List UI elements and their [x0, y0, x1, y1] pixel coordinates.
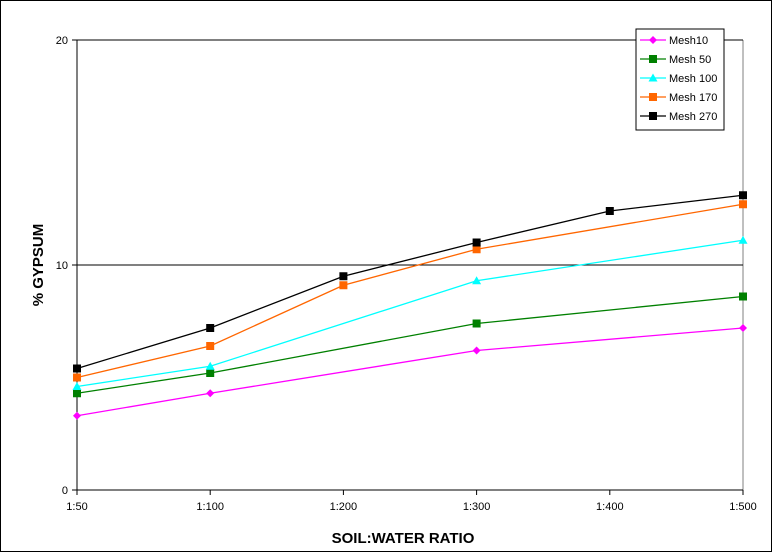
series-1-point-3: [472, 319, 481, 328]
legend-item-2: Mesh 100: [640, 73, 717, 85]
series-line-0: [76, 327, 744, 417]
y-tick-label-0: 0: [62, 485, 68, 497]
y-axis-title: % GYPSUM: [30, 224, 47, 307]
series-line-1: [76, 295, 744, 394]
series-2-point-5: [738, 235, 748, 244]
series-line-4: [76, 194, 744, 370]
legend-label-3: Mesh 170: [669, 92, 717, 104]
legend-swatch-marker-0: [649, 36, 657, 44]
series-3-point-1: [206, 342, 215, 350]
x-tick-label-2: 1:200: [330, 501, 358, 513]
legend-swatch-marker-2: [648, 73, 658, 82]
legend-item-0: Mesh10: [640, 35, 708, 47]
series-4-point-1: [206, 324, 215, 332]
series-3-point-0: [73, 373, 81, 382]
legend-label-4: Mesh 270: [669, 111, 717, 123]
grid-layer: [77, 39, 743, 266]
legend-swatch-marker-3: [649, 93, 657, 101]
x-tick-label-5: 1:500: [729, 501, 757, 513]
series-1-point-5: [739, 292, 747, 301]
series-4-point-2: [339, 272, 348, 281]
series-4-point-0: [73, 364, 81, 373]
legend-swatch-marker-4: [649, 112, 657, 120]
x-tick-label-4: 1:400: [596, 501, 624, 513]
x-tick-label-0: 1:50: [66, 501, 87, 513]
y-tick-label-2: 20: [56, 35, 68, 47]
legend: Mesh10 Mesh 50 Mesh 100 Mesh 170 Mesh 270: [635, 28, 725, 131]
legend-item-4: Mesh 270: [640, 111, 717, 123]
series-4-point-5: [739, 191, 747, 200]
legend-label-1: Mesh 50: [669, 54, 711, 66]
series-2-point-3: [472, 276, 482, 285]
series-0-point-0: [73, 411, 81, 420]
x-tick-label-3: 1:300: [463, 501, 491, 513]
legend-item-3: Mesh 170: [640, 92, 717, 104]
x-axis-title: SOIL:WATER RATIO: [332, 530, 475, 547]
legend-swatch-marker-1: [649, 55, 657, 63]
series-1-point-0: [73, 389, 81, 398]
series-3-point-3: [472, 245, 481, 254]
series-2-point-0: [72, 382, 82, 390]
series-3: [73, 200, 747, 382]
series-2: [72, 235, 748, 390]
series-3-point-5: [739, 200, 747, 209]
legend-label-2: Mesh 100: [669, 73, 717, 85]
series-line-3: [76, 203, 744, 379]
series-4-point-3: [472, 238, 481, 247]
series-0-point-5: [739, 324, 747, 332]
y-tick-label-1: 10: [56, 260, 68, 272]
series-0-point-3: [472, 346, 481, 355]
x-tick-label-1: 1:100: [196, 501, 224, 513]
legend-item-1: Mesh 50: [640, 54, 711, 66]
series-line-2: [76, 239, 744, 388]
series-1: [73, 292, 747, 398]
legend-label-0: Mesh10: [669, 35, 708, 47]
series-layer: [72, 191, 748, 420]
series-4: [73, 191, 747, 373]
series-2-point-1: [205, 361, 215, 370]
series-4-point-4: [605, 207, 614, 215]
series-3-point-2: [339, 281, 348, 290]
series-0: [73, 324, 747, 420]
ticks-layer: 0 10 20 1:50 1:100 1:200 1:300 1:400 1:500: [56, 35, 757, 513]
series-1-point-1: [206, 369, 215, 377]
series-0-point-1: [206, 389, 215, 398]
